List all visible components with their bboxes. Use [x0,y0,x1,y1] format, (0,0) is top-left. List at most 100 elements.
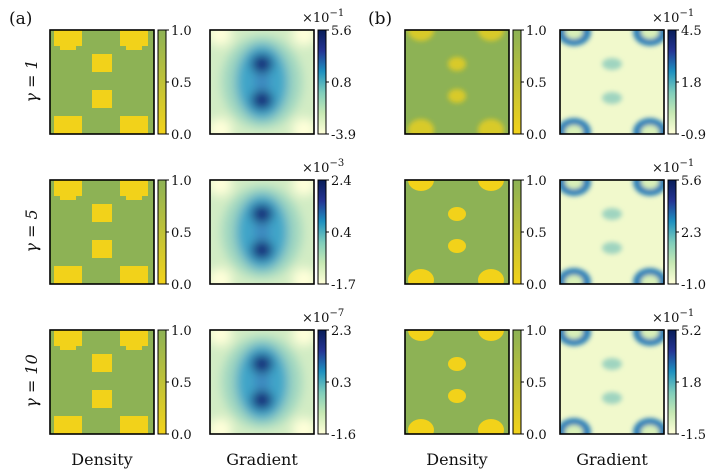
density-corner-blob [478,330,504,341]
density-corner-blob-step [60,190,76,200]
colorbar-gradient [157,329,167,435]
colorbar-tick-label: -0.9 [681,128,706,143]
row-label-gamma-5: γ = 5 [22,209,41,252]
gradient-field [210,30,314,134]
density-background [405,30,509,134]
density-corner-blob [478,419,504,434]
gradient-scale-label: ×10−1 [652,8,694,26]
density-colorbar-row-2: 1.0 0.5 0.0 [157,174,192,293]
map-frame [559,179,665,285]
density-corner-blob-step [126,430,142,434]
column-label-gradient-a: Gradient [226,450,298,469]
density-blobs [54,180,148,284]
gradient-low-spot [210,418,232,434]
density-corner-blob [408,269,434,284]
gradient-background [560,180,664,284]
colorbar-gradient [317,179,327,285]
map-frame [404,179,510,285]
density-corner-blob-step [60,430,76,434]
density-center-blob [92,390,112,408]
gradient-corner-core [565,125,583,134]
panel-label-b: (b) [368,9,392,29]
colorbar-tick-label: -1.0 [681,278,706,293]
gradient-corner-core [641,330,659,339]
density-center-blob [448,207,466,221]
density-corner-blob-step [60,280,76,284]
gradient-map-row-3 [209,329,315,435]
column-label-gradient-b: Gradient [576,450,648,469]
gradient-field [210,330,314,434]
map-frame [49,179,155,285]
colorbar-gradient [667,29,677,135]
density-blobs [54,30,148,134]
colorbar-tick-label: 0.0 [526,278,547,293]
density-corner-blob [408,30,434,41]
colorbar-tick-label: 1.0 [171,324,192,339]
gradient-scale-label: ×10−1 [302,8,344,26]
colorbar-tick-label: 2.4 [331,174,352,189]
gradient-peak-upper [251,204,273,224]
density-corner-blob-step [60,340,76,350]
colorbar-tick-label: 0.5 [171,226,192,241]
colorbar-gradient [317,329,327,435]
colorbar-tick-label: 1.8 [681,376,702,391]
density-center-blob [92,204,112,222]
density-corner-blob [478,269,504,284]
colorbar-tick-label: 0.0 [171,428,192,443]
map-frame [559,329,665,435]
gradient-corner-core [641,125,659,134]
density-corner-blob [408,330,434,341]
gradient-field [560,30,664,134]
density-corner-blob [408,180,434,191]
colorbar-gradient [512,29,522,135]
colorbar-tick-label: -1.5 [681,428,706,443]
colorbar-tick-label: 0.0 [526,128,547,143]
density-center-blob [92,90,112,108]
colorbar-tick-label: 1.0 [526,324,547,339]
gradient-colorbar-row-3: 2.3 0.3 -1.6 [317,324,356,443]
gradient-low-spot [292,418,314,434]
map-frame [404,29,510,135]
density-corner-blob [120,116,148,134]
gradient-low-spot [210,30,232,46]
colorbar-tick-label: 2.3 [681,226,702,241]
colorbar-tick-label: 0.0 [171,128,192,143]
density-blobs [408,30,504,134]
colorbar-tick-label: 0.8 [331,76,352,91]
gradient-corner-core [565,425,583,434]
colorbar-gradient [157,179,167,285]
gradient-map-row-1 [559,29,665,135]
colorbar-tick-label: 0.5 [171,376,192,391]
density-colorbar-row-2: 1.0 0.5 0.0 [512,174,547,293]
density-colorbar-row-1: 1.0 0.5 0.0 [512,24,547,143]
gradient-corner-core [565,180,583,189]
gradient-scale-label: ×10−7 [302,308,344,326]
panel-label-a: (a) [9,9,32,29]
gradient-corner-core [641,275,659,284]
colorbar-tick-label: 5.2 [681,324,702,339]
gradient-saddle [253,377,271,387]
colorbar-tick-label: 0.5 [526,376,547,391]
gradient-background [560,30,664,134]
colorbar-tick-label: 1.8 [681,76,702,91]
gradient-corner-core [641,180,659,189]
gradient-corner-core [641,425,659,434]
density-blobs [408,180,504,284]
gradient-colorbar-row-1: 4.5 1.8 -0.9 [667,24,706,143]
gradient-corner-core [641,30,659,39]
colorbar-gradient [667,179,677,285]
colorbar-tick-label: 0.5 [171,76,192,91]
gradient-peak-upper [251,354,273,374]
colorbar-tick-label: 0.5 [526,226,547,241]
density-corner-blob [54,116,82,134]
gradient-low-spot [210,180,232,196]
density-corner-blob-step [126,280,142,284]
gradient-center-spot [602,242,622,254]
colorbar-tick-label: 0.4 [331,226,352,241]
density-corner-blob [478,180,504,191]
gradient-corner-core [565,30,583,39]
colorbar-tick-label: 5.6 [681,174,702,189]
density-center-blob [92,354,112,372]
density-colorbar-row-3: 1.0 0.5 0.0 [512,324,547,443]
